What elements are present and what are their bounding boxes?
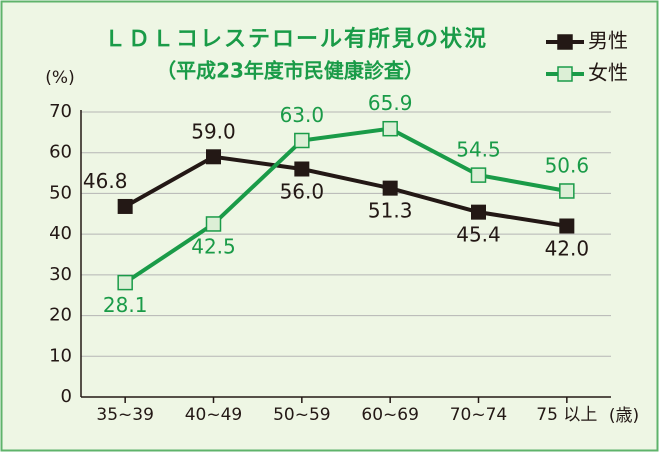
data-label: 50.6 <box>545 153 590 177</box>
legend-marker <box>557 66 573 82</box>
y-tick-label: 40 <box>49 223 72 244</box>
chart-title: ＬＤＬコレステロール有所見の状況 <box>104 26 488 52</box>
x-tick-label: 50~59 <box>273 405 331 425</box>
marker <box>382 180 398 196</box>
data-label: 59.0 <box>191 119 236 143</box>
data-label: 63.0 <box>280 103 325 127</box>
data-label: 42.5 <box>191 234 236 258</box>
marker <box>117 274 133 291</box>
legend-label: 男性 <box>588 29 628 53</box>
legend-marker <box>557 34 573 50</box>
data-label: 56.0 <box>280 180 325 204</box>
data-label: 45.4 <box>456 223 501 247</box>
data-label: 51.3 <box>368 199 413 223</box>
y-tick-label: 30 <box>49 264 72 285</box>
x-tick-label: 35~39 <box>96 405 154 425</box>
marker <box>294 132 310 149</box>
y-tick-label: 60 <box>49 142 72 163</box>
y-tick-label: 50 <box>49 182 72 203</box>
x-tick-label: 60~69 <box>361 405 419 425</box>
data-label: 46.8 <box>83 169 128 193</box>
x-tick-label: 70~74 <box>450 405 508 425</box>
y-tick-label: 10 <box>49 345 72 366</box>
series-line <box>124 154 568 228</box>
marker <box>471 204 486 220</box>
marker <box>294 161 310 177</box>
marker <box>382 120 398 137</box>
marker <box>206 149 221 165</box>
legend-label: 女性 <box>588 61 628 85</box>
y-axis-label: (%) <box>45 68 74 88</box>
y-tick-label: 0 <box>61 386 72 407</box>
marker <box>205 216 222 232</box>
y-tick-label: 20 <box>49 305 72 326</box>
chart-subtitle: （平成23年度市民健康診査） <box>156 59 424 83</box>
data-label: 65.9 <box>368 91 413 115</box>
marker <box>559 218 575 234</box>
data-label: 54.5 <box>456 138 501 162</box>
x-axis-label: (歳) <box>609 406 639 426</box>
data-label: 28.1 <box>103 293 148 317</box>
x-tick-label: 75 以上 <box>536 405 597 425</box>
series-line <box>124 126 568 285</box>
marker <box>117 198 133 214</box>
marker <box>470 167 487 183</box>
data-label: 42.0 <box>545 237 590 261</box>
x-tick-label: 40~49 <box>185 405 243 425</box>
marker <box>559 183 575 199</box>
y-tick-label: 70 <box>49 101 72 122</box>
